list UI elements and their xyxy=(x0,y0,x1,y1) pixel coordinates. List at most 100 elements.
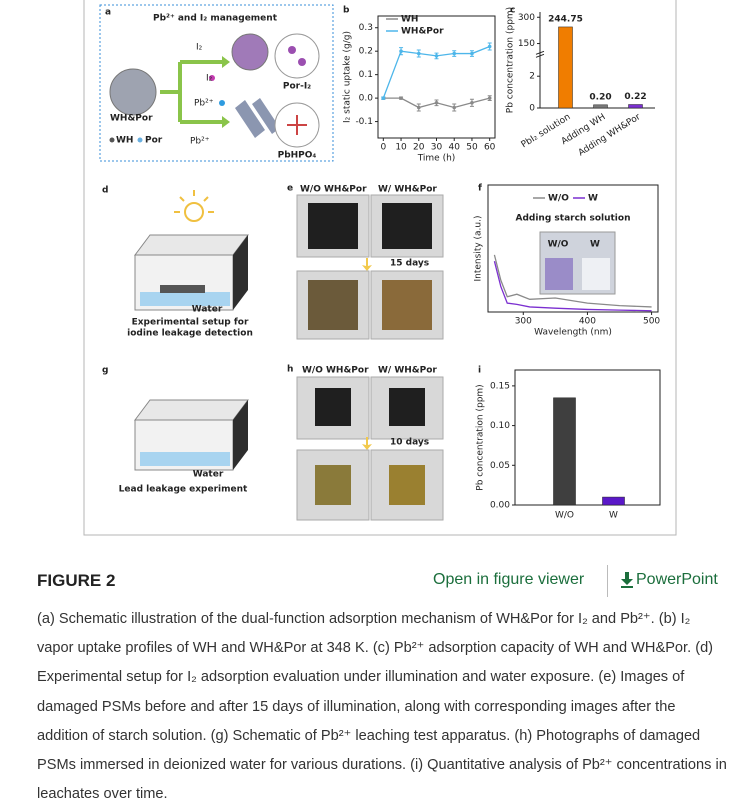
bar xyxy=(593,104,608,109)
por-particle xyxy=(231,33,269,71)
x-tick-label: 60 xyxy=(484,143,496,153)
y-tick-label: 2 xyxy=(529,72,535,82)
y-tick-label: 0 xyxy=(529,104,535,114)
y-tick-label: 0.0 xyxy=(359,94,374,104)
point xyxy=(470,51,474,56)
water xyxy=(140,452,230,466)
legend-label: WH&Por xyxy=(401,27,444,37)
device-photo xyxy=(315,465,351,505)
y-tick-label: -0.1 xyxy=(355,117,373,127)
download-icon xyxy=(621,572,633,588)
x-tick-label: 500 xyxy=(643,317,660,327)
figure-caption: (a) Schematic illustration of the dual-f… xyxy=(37,611,727,803)
panel-label: b xyxy=(343,6,350,16)
pb-dot xyxy=(219,100,225,106)
x-axis-label: Wavelength (nm) xyxy=(534,328,612,338)
y-tick-label: 0.00 xyxy=(490,501,510,511)
device-photo xyxy=(389,388,425,426)
label: Experimental setup for xyxy=(132,318,249,328)
figure-header: FIGURE 2 Open in figure viewer PowerPoin… xyxy=(0,560,743,600)
label: Lead leakage experiment xyxy=(119,485,248,495)
label: Pb²⁺ xyxy=(194,99,214,109)
water xyxy=(140,292,230,306)
label: Por-I₂ xyxy=(283,82,311,92)
x-tick-label: 300 xyxy=(515,317,532,327)
x-tick-label: 20 xyxy=(413,143,425,153)
label: W/O WH&Por xyxy=(300,185,367,195)
plot-frame xyxy=(514,369,661,506)
label: W/ WH&Por xyxy=(378,185,437,195)
panel-label: h xyxy=(287,365,293,375)
arrow xyxy=(362,258,372,271)
value-label: 0.22 xyxy=(624,92,646,102)
figure-title: FIGURE 2 xyxy=(37,571,116,590)
phosphate xyxy=(287,115,307,135)
point xyxy=(399,49,403,53)
point xyxy=(399,96,403,100)
label: W/O WH&Por xyxy=(302,366,369,376)
box-side xyxy=(233,235,248,310)
separator xyxy=(607,565,608,597)
arrow-heads xyxy=(222,56,230,128)
x-tick-label: Adding WH&Por xyxy=(577,112,643,158)
legend-label: W xyxy=(588,194,598,204)
label: Water xyxy=(193,470,224,480)
vial xyxy=(545,258,573,290)
y-tick-label: 0.05 xyxy=(490,461,510,471)
x-tick-label: 40 xyxy=(449,143,461,153)
point xyxy=(470,101,474,105)
bar xyxy=(553,397,576,506)
panel-title: Pb²⁺ and I₂ management xyxy=(153,14,278,24)
point xyxy=(381,96,386,100)
inset-label: W xyxy=(590,240,600,250)
y-tick-label: 0.1 xyxy=(359,70,373,80)
label: 10 days xyxy=(390,438,429,448)
box-side xyxy=(233,400,248,470)
panel-label: f xyxy=(478,184,482,194)
y-axis-label: Pb concentration (ppm) xyxy=(476,384,486,490)
x-tick-label: 10 xyxy=(395,143,407,153)
point xyxy=(452,105,457,110)
iodine-dot xyxy=(209,75,215,81)
figure-viewer-link[interactable]: Open in figure viewer xyxy=(433,571,585,588)
panel-label: i xyxy=(478,366,481,376)
box-top xyxy=(134,399,249,421)
powerpoint-link[interactable]: PowerPoint xyxy=(636,571,718,588)
point xyxy=(487,96,492,100)
figure-frame xyxy=(83,0,677,536)
lamp xyxy=(184,202,204,222)
point xyxy=(416,105,421,110)
legend-label: W/O xyxy=(548,194,569,204)
molecule xyxy=(298,58,306,66)
value-label: 0.20 xyxy=(589,92,611,102)
y-tick-label: 150 xyxy=(518,39,535,49)
figure: a Pb²⁺ and I₂ management I₂ I₂ Pb²⁺ Pb²⁺… xyxy=(83,0,677,536)
panel-a-frame xyxy=(99,4,334,162)
x-tick-label: W/O xyxy=(555,511,574,521)
x-tick-label: W xyxy=(609,511,618,521)
series-line xyxy=(493,261,652,312)
label: PbHPO₄ xyxy=(278,151,317,161)
molecule xyxy=(288,46,296,54)
zoom-circle xyxy=(274,33,320,79)
y-tick-label: 0.15 xyxy=(490,381,510,391)
y-tick-label: 0.10 xyxy=(490,421,510,431)
label: I₂ xyxy=(206,74,213,84)
plot-frame xyxy=(487,184,659,313)
value-label: 244.75 xyxy=(548,14,583,24)
legend-dot xyxy=(137,137,143,143)
bar xyxy=(628,104,643,109)
inset-label: W/O xyxy=(548,240,569,250)
legend-label: WH xyxy=(401,15,418,25)
y-axis-label: Pb concentration (ppm) xyxy=(506,7,516,113)
x-axis-label: Time (h) xyxy=(417,154,456,164)
label: 15 days xyxy=(390,259,429,269)
device-photo xyxy=(308,280,358,330)
label: W/ WH&Por xyxy=(378,366,437,376)
arrows xyxy=(160,60,225,124)
y-tick-label: 0.2 xyxy=(359,47,373,57)
device-photo xyxy=(308,203,358,249)
label: Pb²⁺ xyxy=(190,137,210,147)
x-tick-label: 0 xyxy=(380,143,386,153)
